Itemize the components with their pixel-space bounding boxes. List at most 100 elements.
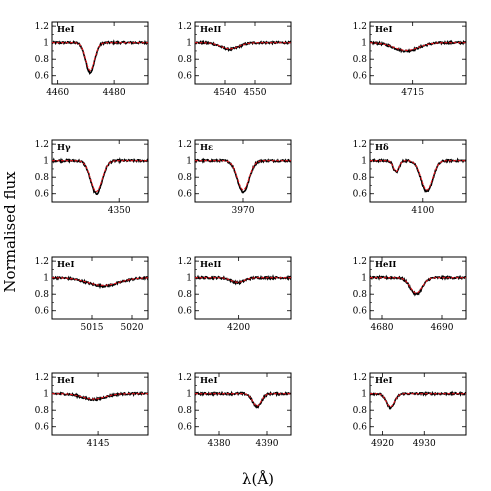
x-tick-label: 4920 bbox=[371, 439, 394, 449]
model-spectrum bbox=[195, 160, 291, 191]
panel-grid: 0.6 0.8 1 1.2 4460 4480 HeI 0.6 0.8 1 1.2 4540 4550 H… bbox=[35, 21, 467, 449]
model-spectrum bbox=[52, 42, 148, 71]
y-tick-label: 0.6 bbox=[178, 190, 193, 200]
y-tick-label: 0.8 bbox=[178, 406, 193, 416]
spectrum-panel: 0.6 0.8 1 1.2 4380 4390 HeI bbox=[178, 372, 292, 449]
x-tick-label: 4540 bbox=[214, 88, 237, 98]
y-tick-label: 1.2 bbox=[178, 257, 192, 267]
y-tick-label: 1 bbox=[361, 39, 367, 49]
y-tick-label: 1.2 bbox=[178, 140, 192, 150]
spectrum-panel: 0.6 0.8 1 1.2 3970 Hε bbox=[178, 139, 292, 216]
panel-label: HeII bbox=[200, 25, 221, 35]
y-tick-label: 1.2 bbox=[35, 257, 49, 267]
panel-label: HeII bbox=[375, 260, 396, 270]
panel-label: Hγ bbox=[57, 143, 71, 153]
y-tick-label: 0.6 bbox=[353, 190, 368, 200]
x-tick-label: 5015 bbox=[81, 323, 104, 333]
y-tick-label: 0.6 bbox=[178, 423, 193, 433]
panel-frame bbox=[51, 21, 149, 85]
model-spectrum bbox=[369, 42, 466, 51]
panel-frame bbox=[194, 21, 292, 85]
model-spectrum bbox=[51, 277, 149, 286]
panel-frame bbox=[51, 139, 149, 203]
panel-label: HeI bbox=[57, 25, 74, 35]
panel-label: HeI bbox=[57, 260, 74, 270]
y-tick-label: 1 bbox=[43, 390, 49, 400]
y-tick-label: 1.2 bbox=[353, 22, 367, 32]
model-spectrum bbox=[52, 160, 148, 192]
model-spectrum bbox=[195, 277, 291, 283]
x-tick-label: 4390 bbox=[256, 439, 279, 449]
spectrum-panel: 0.6 0.8 1 1.2 4680 4690 HeII bbox=[353, 256, 467, 333]
y-tick-label: 0.8 bbox=[178, 173, 193, 183]
y-tick-label: 0.8 bbox=[178, 55, 193, 65]
y-tick-label: 1.2 bbox=[35, 22, 49, 32]
y-tick-label: 1 bbox=[186, 157, 192, 167]
spectrum-panel: 0.6 0.8 1 1.2 4100 Hδ bbox=[353, 139, 467, 216]
spectrum-panel: 0.6 0.8 1 1.2 4460 4480 HeI bbox=[35, 21, 149, 98]
y-tick-label: 1.2 bbox=[178, 373, 192, 383]
observed-spectrum bbox=[51, 157, 149, 196]
model-spectrum bbox=[370, 160, 466, 191]
y-tick-label: 0.6 bbox=[353, 423, 368, 433]
panel-label: HeI bbox=[57, 376, 74, 386]
spectrum-panel: 0.6 0.8 1 1.2 4145 HeI bbox=[35, 372, 149, 449]
observed-spectrum bbox=[194, 157, 292, 194]
x-tick-label: 4480 bbox=[103, 88, 126, 98]
x-tick-label: 3970 bbox=[232, 206, 255, 216]
spectrum-panel: 0.6 0.8 1 1.2 5015 5020 HeI bbox=[35, 256, 149, 333]
y-tick-label: 0.6 bbox=[35, 72, 50, 82]
y-tick-label: 0.8 bbox=[353, 173, 368, 183]
spectrum-panel: 0.6 0.8 1 1.2 4200 HeII bbox=[178, 256, 292, 333]
y-tick-label: 0.6 bbox=[35, 423, 50, 433]
panel-label: HeI bbox=[375, 25, 392, 35]
panel-label: HeI bbox=[375, 376, 392, 386]
x-axis-title: λ(Å) bbox=[242, 470, 274, 488]
y-tick-label: 1 bbox=[186, 39, 192, 49]
x-tick-label: 4350 bbox=[108, 206, 131, 216]
panel-frame bbox=[369, 139, 467, 203]
y-tick-label: 1.2 bbox=[353, 140, 367, 150]
y-tick-label: 0.8 bbox=[178, 290, 193, 300]
model-spectrum bbox=[370, 393, 466, 408]
y-tick-label: 0.6 bbox=[178, 72, 193, 82]
panel-frame bbox=[369, 21, 467, 85]
observed-spectrum bbox=[194, 390, 292, 409]
y-axis-title: Normalised flux bbox=[1, 171, 19, 293]
panel-label: Hδ bbox=[375, 143, 389, 153]
y-tick-label: 1.2 bbox=[178, 22, 192, 32]
y-tick-label: 0.6 bbox=[35, 307, 50, 317]
y-tick-label: 0.6 bbox=[353, 307, 368, 317]
y-tick-label: 1 bbox=[186, 274, 192, 284]
spectrum-panel: 0.6 0.8 1 1.2 4540 4550 HeII bbox=[178, 21, 292, 98]
model-spectrum bbox=[195, 393, 291, 407]
y-tick-label: 1.2 bbox=[353, 373, 367, 383]
y-tick-label: 0.8 bbox=[35, 406, 50, 416]
y-tick-label: 1 bbox=[361, 390, 367, 400]
y-tick-label: 1 bbox=[186, 390, 192, 400]
y-tick-label: 1 bbox=[361, 157, 367, 167]
x-tick-label: 4460 bbox=[46, 88, 69, 98]
observed-spectrum bbox=[369, 157, 467, 193]
x-tick-label: 4200 bbox=[227, 323, 250, 333]
panel-frame bbox=[194, 372, 292, 436]
y-tick-label: 0.8 bbox=[353, 290, 368, 300]
spectrum-panel: 0.6 0.8 1 1.2 4350 Hγ bbox=[35, 139, 149, 216]
panel-label: Hε bbox=[200, 143, 213, 153]
model-spectrum bbox=[370, 277, 466, 294]
y-tick-label: 0.8 bbox=[353, 406, 368, 416]
x-tick-label: 4690 bbox=[431, 323, 454, 333]
x-tick-label: 4680 bbox=[371, 323, 394, 333]
x-tick-label: 5020 bbox=[121, 323, 144, 333]
panel-label: HeI bbox=[200, 376, 217, 386]
panel-frame bbox=[369, 372, 467, 436]
y-tick-label: 0.8 bbox=[35, 173, 50, 183]
panel-frame bbox=[194, 256, 292, 320]
spectrum-panel: 0.6 0.8 1 1.2 4715 HeI bbox=[353, 21, 467, 98]
x-tick-label: 4715 bbox=[401, 88, 424, 98]
y-tick-label: 1.2 bbox=[353, 257, 367, 267]
y-tick-label: 0.8 bbox=[35, 290, 50, 300]
panel-frame bbox=[51, 372, 149, 436]
y-tick-label: 1 bbox=[361, 274, 367, 284]
